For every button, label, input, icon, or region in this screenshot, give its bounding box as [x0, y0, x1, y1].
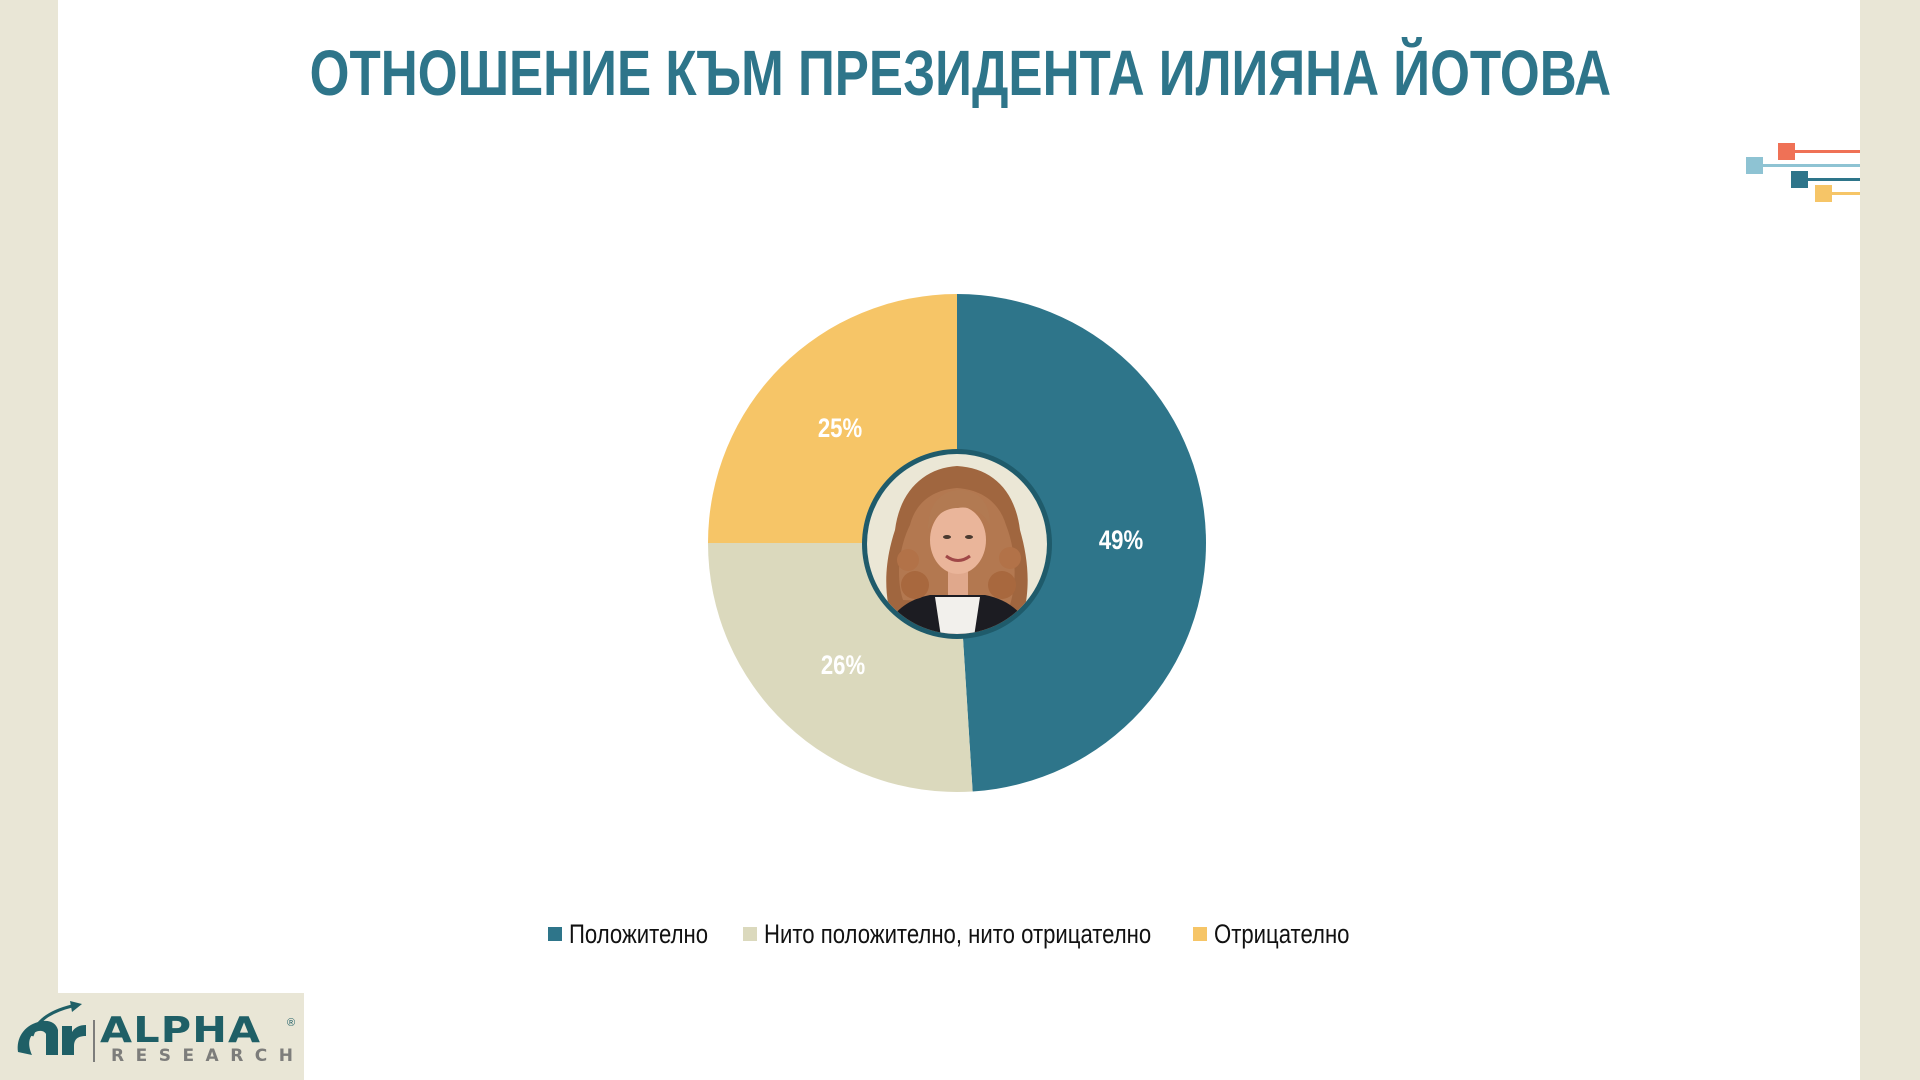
decoration-line-teal — [1808, 178, 1860, 181]
right-side-strip — [1860, 0, 1920, 1080]
legend-item-negative: Отрицателно — [1193, 917, 1379, 951]
legend-item-neutral: Нито положително, нито отрицателно — [743, 917, 1236, 951]
slide-title-text: ОТНОШЕНИЕ КЪМ ПРЕЗИДЕНТА ИЛИЯНА ЙОТОВА — [309, 37, 1611, 109]
decoration-line-yellow — [1832, 192, 1860, 195]
slice-label-negative: 25% — [817, 413, 863, 443]
decoration-square-lightblue — [1746, 157, 1763, 174]
decoration-square-teal — [1791, 171, 1808, 188]
decoration-line-lightblue — [1763, 164, 1860, 167]
decoration-square-orange — [1778, 143, 1795, 160]
legend-swatch-neutral — [743, 927, 757, 941]
left-side-strip — [0, 0, 58, 1080]
decoration-square-yellow — [1815, 185, 1832, 202]
chart-legend: Положително Нито положително, нито отриц… — [0, 917, 1920, 951]
slice-label-positive: 49% — [1098, 525, 1144, 555]
logo-word-alpha: ALPHA — [100, 1010, 262, 1051]
legend-label-positive: Положително — [569, 918, 709, 949]
slide-title: ОТНОШЕНИЕ КЪМ ПРЕЗИДЕНТА ИЛИЯНА ЙОТОВА — [0, 38, 1920, 108]
logo-word-research: RESEARCH — [111, 1046, 305, 1066]
decoration-line-orange — [1795, 150, 1860, 153]
legend-label-neutral: Нито положително, нито отрицателно — [764, 918, 1152, 949]
legend-swatch-negative — [1193, 927, 1207, 941]
legend-item-positive: Положително — [548, 917, 739, 951]
center-portrait-photo — [867, 454, 1047, 634]
slice-label-neutral: 26% — [820, 650, 866, 680]
ar-arrow-logo-icon — [17, 1001, 86, 1055]
pie-slice-positive — [957, 294, 1206, 792]
logo-divider — [93, 1020, 95, 1062]
legend-swatch-positive — [548, 927, 562, 941]
legend-label-negative: Отрицателно — [1214, 918, 1350, 949]
logo-registered-mark: ® — [287, 1017, 296, 1029]
